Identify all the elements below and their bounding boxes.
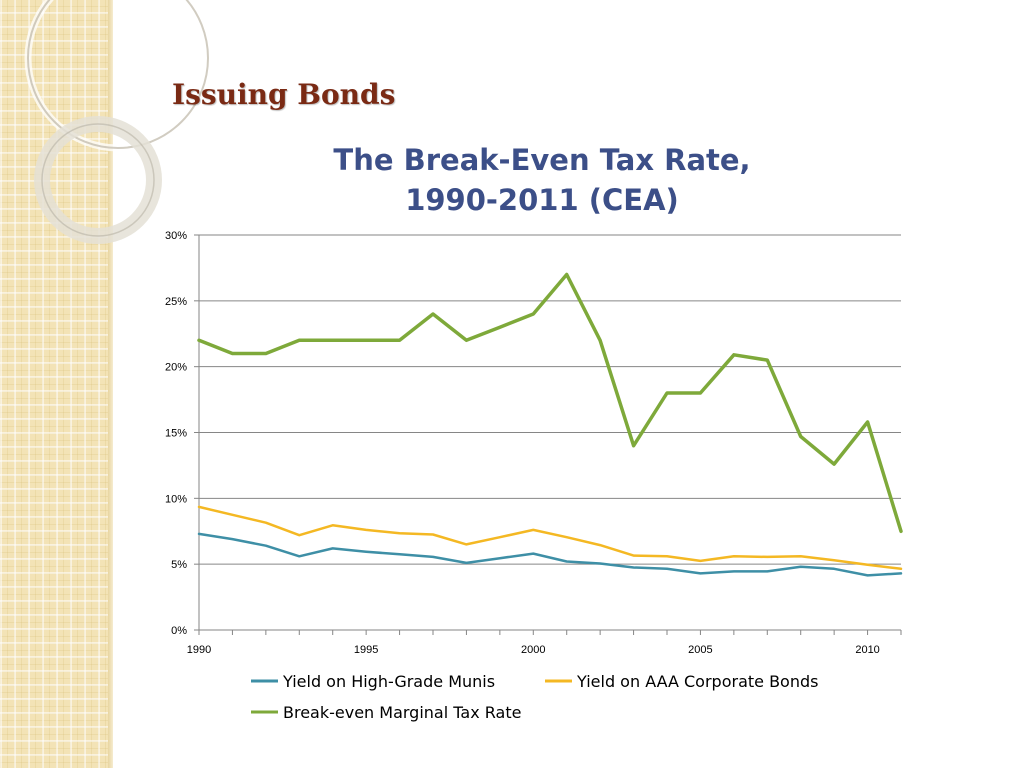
- axes: 0% 5% 10% 15% 20% 25% 30% 1990 1995 2000 2005 2010: [165, 230, 902, 656]
- y-tick-label: 20%: [165, 362, 187, 374]
- y-tick-label: 10%: [165, 493, 187, 505]
- y-tick-label: 30%: [165, 230, 187, 242]
- decorative-rings: [24, 0, 212, 244]
- series-line-2: [197, 505, 903, 571]
- slide-title: Issuing Bonds: [172, 78, 396, 111]
- y-tick-label: 0%: [171, 625, 187, 637]
- x-tick-label: 1990: [187, 644, 211, 656]
- gridlines: [199, 234, 901, 565]
- sidebar-edge: [108, 0, 113, 768]
- series-lines: [197, 272, 903, 577]
- x-tick-label: 1995: [354, 644, 378, 656]
- chart-title-line-1: The Break-Even Tax Rate,: [333, 143, 751, 177]
- ring-large-outline: [27, 0, 209, 149]
- legend: Yield on High-Grade Munis Yield on AAA Co…: [251, 672, 818, 722]
- series-line-1: [197, 532, 903, 577]
- x-tick-label: 2005: [688, 644, 712, 656]
- legend-label-1: Yield on High-Grade Munis: [282, 672, 495, 691]
- x-tick-label: 2010: [855, 644, 879, 656]
- chart-title: The Break-Even Tax Rate, 1990-2011 (CEA): [300, 140, 784, 220]
- y-tick-label: 15%: [165, 428, 187, 440]
- y-tick-label: 5%: [171, 559, 187, 571]
- legend-label-2: Yield on AAA Corporate Bonds: [576, 672, 818, 691]
- chart-title-line-2: 1990-2011 (CEA): [405, 183, 679, 217]
- legend-label-3: Break-even Marginal Tax Rate: [283, 703, 521, 722]
- series-line-3: [197, 272, 903, 534]
- x-tick-label: 2000: [521, 644, 545, 656]
- ring-small-outline: [41, 123, 155, 237]
- y-tick-label: 25%: [165, 296, 187, 308]
